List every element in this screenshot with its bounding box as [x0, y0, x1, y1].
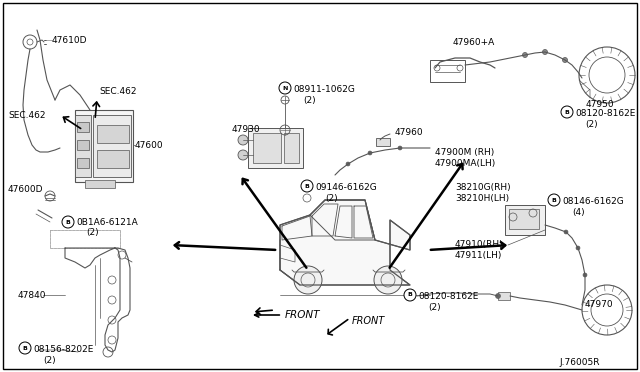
Text: (4): (4) [572, 208, 584, 217]
Text: (2): (2) [325, 194, 338, 203]
Text: 47950: 47950 [586, 100, 614, 109]
Bar [85, 180, 115, 188]
Text: 47960+A: 47960+A [453, 38, 495, 47]
Circle shape [301, 180, 313, 192]
Text: 47840: 47840 [18, 291, 47, 299]
Circle shape [294, 266, 322, 294]
Text: 47911(LH): 47911(LH) [455, 251, 502, 260]
Circle shape [398, 146, 402, 150]
Text: (2): (2) [86, 228, 99, 237]
Bar [97, 150, 129, 168]
Text: 08120-8162E: 08120-8162E [575, 109, 636, 118]
Text: (2): (2) [428, 303, 440, 312]
Text: 38210H(LH): 38210H(LH) [455, 194, 509, 203]
Circle shape [543, 49, 547, 55]
Text: FRONT: FRONT [255, 310, 321, 320]
Circle shape [368, 151, 372, 155]
Text: FRONT: FRONT [352, 316, 385, 326]
Circle shape [19, 342, 31, 354]
Circle shape [563, 58, 568, 62]
Circle shape [279, 82, 291, 94]
Text: B: B [552, 198, 556, 202]
Text: 47900MA(LH): 47900MA(LH) [435, 159, 496, 168]
Bar [93, 115, 131, 177]
Bar [253, 133, 281, 163]
Text: 47930: 47930 [232, 125, 260, 134]
Text: SEC.462: SEC.462 [8, 110, 45, 119]
Circle shape [576, 246, 580, 250]
Text: 47960: 47960 [395, 128, 424, 137]
Text: 47600D: 47600D [8, 185, 44, 194]
Circle shape [374, 266, 402, 294]
Text: 47900M (RH): 47900M (RH) [435, 148, 494, 157]
Text: 47600: 47600 [135, 141, 164, 150]
Text: 47610D: 47610D [52, 36, 88, 45]
Bar [77, 140, 89, 150]
Ellipse shape [238, 135, 248, 145]
Text: 09146-6162G: 09146-6162G [315, 183, 377, 192]
Circle shape [522, 52, 527, 58]
Text: 47970: 47970 [585, 300, 614, 309]
Bar [376, 138, 390, 146]
Bar [75, 115, 91, 177]
Text: 08911-1062G: 08911-1062G [293, 85, 355, 94]
Bar [509, 209, 539, 229]
Text: B: B [305, 183, 309, 189]
Ellipse shape [238, 150, 248, 160]
Bar [97, 125, 129, 143]
Bar [430, 60, 465, 82]
Circle shape [62, 216, 74, 228]
Text: N: N [282, 86, 288, 90]
Text: J.76005R: J.76005R [559, 358, 600, 367]
Text: 08156-8202E: 08156-8202E [33, 345, 93, 354]
Text: 47910(RH): 47910(RH) [455, 240, 504, 249]
Circle shape [404, 289, 416, 301]
Text: 08146-6162G: 08146-6162G [562, 197, 624, 206]
Text: 0B1A6-6121A: 0B1A6-6121A [76, 218, 138, 227]
Text: SEC.462: SEC.462 [99, 87, 136, 96]
Text: 08120-8162E: 08120-8162E [418, 292, 478, 301]
Circle shape [564, 230, 568, 234]
Text: B: B [408, 292, 412, 298]
Text: B: B [564, 109, 570, 115]
Bar [75, 110, 133, 182]
Circle shape [495, 294, 500, 298]
Bar [498, 292, 510, 300]
Circle shape [583, 273, 587, 277]
Text: 38210G(RH): 38210G(RH) [455, 183, 511, 192]
Circle shape [548, 194, 560, 206]
Bar [77, 122, 89, 132]
Bar [284, 133, 299, 163]
Circle shape [346, 162, 350, 166]
Text: (2): (2) [585, 120, 598, 129]
Text: B: B [22, 346, 28, 350]
Bar [505, 205, 545, 235]
Circle shape [561, 106, 573, 118]
Bar [77, 158, 89, 168]
Text: (2): (2) [43, 356, 56, 365]
Bar [248, 128, 303, 168]
Text: (2): (2) [303, 96, 316, 105]
Text: B: B [65, 219, 70, 224]
Polygon shape [280, 200, 410, 285]
